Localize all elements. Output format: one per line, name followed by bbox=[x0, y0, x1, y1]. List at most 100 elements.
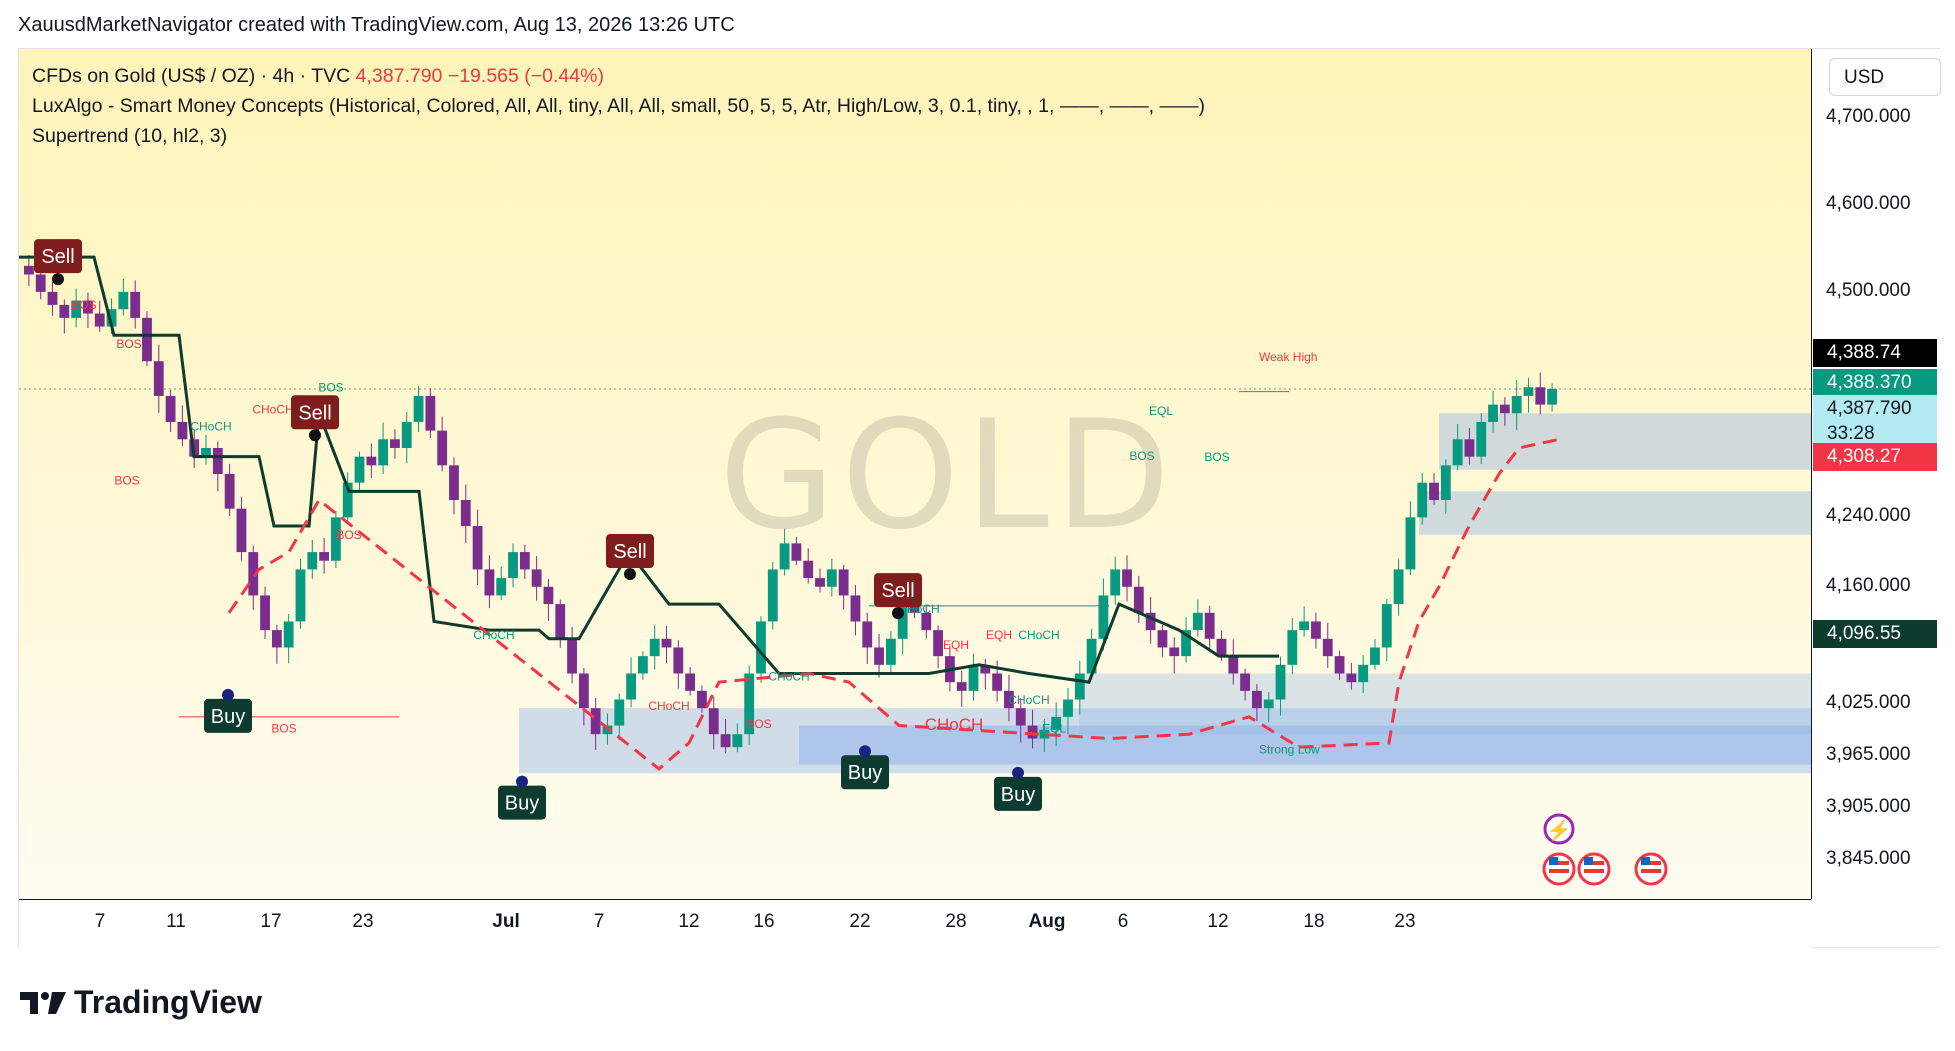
candle-body bbox=[980, 664, 991, 674]
candle-body bbox=[803, 560, 814, 579]
us-flag-stripe bbox=[1549, 869, 1569, 873]
candle-body bbox=[732, 734, 743, 748]
candle-body bbox=[1523, 387, 1534, 396]
candle-body bbox=[401, 421, 412, 448]
structure-label: EQL bbox=[1042, 721, 1066, 735]
candle-body bbox=[1216, 638, 1227, 657]
chart-legend: CFDs on Gold (US$ / OZ) · 4h · TVC 4,387… bbox=[32, 61, 1205, 151]
time-tick: Jul bbox=[492, 911, 520, 932]
structure-label: CHoCH bbox=[252, 402, 293, 416]
candle-body bbox=[35, 274, 46, 292]
candle-body bbox=[1169, 647, 1180, 657]
candle-body bbox=[71, 300, 82, 318]
candle-body bbox=[850, 595, 861, 622]
us-flag-canton bbox=[1584, 857, 1593, 865]
candle-body bbox=[425, 395, 436, 431]
candle-body bbox=[1275, 664, 1286, 700]
candle-body bbox=[1452, 439, 1463, 466]
candle-body bbox=[153, 361, 164, 396]
candle-body bbox=[1429, 482, 1439, 501]
candle-body bbox=[756, 621, 766, 674]
legend-change: −19.565 (−0.44%) bbox=[447, 65, 604, 87]
time-tick: 18 bbox=[1303, 911, 1325, 932]
us-flag-stripe bbox=[1584, 869, 1604, 873]
candle-body bbox=[366, 456, 377, 466]
candle-body bbox=[106, 309, 117, 327]
us-flag-stripe bbox=[1641, 869, 1661, 873]
candle-body bbox=[236, 508, 247, 553]
candle-body bbox=[578, 673, 589, 709]
time-tick: 17 bbox=[260, 911, 282, 932]
candle-body bbox=[413, 395, 424, 422]
svg-text:Sell: Sell bbox=[41, 246, 74, 268]
us-flag-stripe bbox=[1549, 861, 1569, 865]
structure-label: EQH bbox=[943, 638, 969, 652]
candle-body bbox=[519, 552, 530, 570]
candle-body bbox=[1311, 621, 1321, 639]
structure-label: CHoCH bbox=[925, 715, 984, 734]
legend-supertrend-indicator[interactable]: Supertrend (10, hl2, 3) bbox=[32, 125, 228, 147]
strong-low-label: Strong Low bbox=[1259, 742, 1320, 756]
time-tick: 12 bbox=[1207, 911, 1229, 932]
candle-body bbox=[874, 647, 884, 665]
candle-body bbox=[1157, 630, 1168, 648]
candle-body bbox=[1228, 656, 1239, 674]
structure-label: BOS bbox=[336, 528, 361, 542]
candle-body bbox=[307, 552, 318, 570]
candle-body bbox=[826, 569, 837, 587]
candle-body bbox=[885, 638, 896, 665]
price-tick: 4,160.000 bbox=[1826, 574, 1911, 596]
candle-body bbox=[1240, 673, 1250, 691]
buy-signal: Buy bbox=[498, 775, 546, 820]
chart-header: XauusdMarketNavigator created with Tradi… bbox=[18, 14, 735, 36]
structure-label: BOS bbox=[1204, 450, 1229, 464]
price-badge: 4,388.370 bbox=[1813, 368, 1937, 397]
candle-body bbox=[1110, 569, 1121, 596]
price-scale[interactable]: 4,700.000 4,600.000 4,500.000 4,240.000 4,16… bbox=[1811, 49, 1941, 899]
svg-text:Sell: Sell bbox=[298, 402, 331, 424]
time-scale[interactable] bbox=[19, 899, 1811, 948]
order-block-zone bbox=[799, 725, 1811, 765]
candle-body bbox=[1287, 630, 1298, 665]
candle-body bbox=[177, 421, 188, 440]
price-badge: 4,096.55 bbox=[1813, 620, 1937, 649]
candle-body bbox=[720, 734, 731, 748]
candle-body bbox=[201, 447, 211, 457]
candle-body bbox=[94, 313, 105, 327]
time-tick: Aug bbox=[1028, 911, 1066, 932]
candle-body bbox=[614, 699, 625, 726]
candle-body bbox=[24, 265, 34, 275]
structure-label: EQL bbox=[1149, 404, 1173, 418]
candle-body bbox=[1511, 395, 1522, 414]
candle-body bbox=[390, 439, 400, 448]
time-tick: 23 bbox=[352, 911, 374, 932]
sell-signal: Sell bbox=[874, 573, 922, 620]
structure-label: CHoCH bbox=[648, 699, 689, 713]
structure-label: CHoCH bbox=[190, 420, 231, 434]
structure-label: CHoCH bbox=[473, 628, 514, 642]
legend-main-series[interactable]: CFDs on Gold (US$ / OZ) · 4h · TVC 4,387… bbox=[32, 61, 1205, 91]
candle-body bbox=[638, 656, 648, 674]
candle-body bbox=[1322, 638, 1333, 657]
buy-signal: Buy bbox=[841, 745, 889, 790]
candle-body bbox=[1122, 569, 1132, 587]
candle-body bbox=[1181, 630, 1191, 657]
weak-high-label: Weak High bbox=[1259, 350, 1317, 364]
time-tick: 7 bbox=[593, 911, 605, 932]
tradingview-logo[interactable]: TradingView bbox=[20, 984, 262, 1021]
candle-body bbox=[1393, 569, 1404, 605]
candle-body bbox=[1405, 517, 1416, 570]
legend-smc-indicator[interactable]: LuxAlgo - Smart Money Concepts (Historic… bbox=[32, 95, 1205, 117]
symbol-watermark: GOLD bbox=[719, 389, 1177, 563]
price-tick: 4,240.000 bbox=[1826, 505, 1911, 527]
candle-body bbox=[1476, 421, 1487, 457]
time-tick: 16 bbox=[753, 911, 775, 932]
candle-body bbox=[1145, 612, 1156, 631]
candle-body bbox=[909, 604, 920, 613]
candle-body bbox=[673, 647, 684, 674]
chart-container[interactable]: GOLD BOS BOS BOS CHoCH CHoCH BOS BOS BOS CHoCH CH… bbox=[18, 48, 1941, 948]
chart-pane[interactable]: GOLD BOS BOS BOS CHoCH CHoCH BOS BOS BOS CHoCH CH… bbox=[19, 49, 1811, 899]
currency-button[interactable]: USD bbox=[1829, 58, 1941, 96]
price-badge: 4,387.790 33:28 bbox=[1813, 394, 1937, 445]
candle-body bbox=[1263, 699, 1274, 709]
